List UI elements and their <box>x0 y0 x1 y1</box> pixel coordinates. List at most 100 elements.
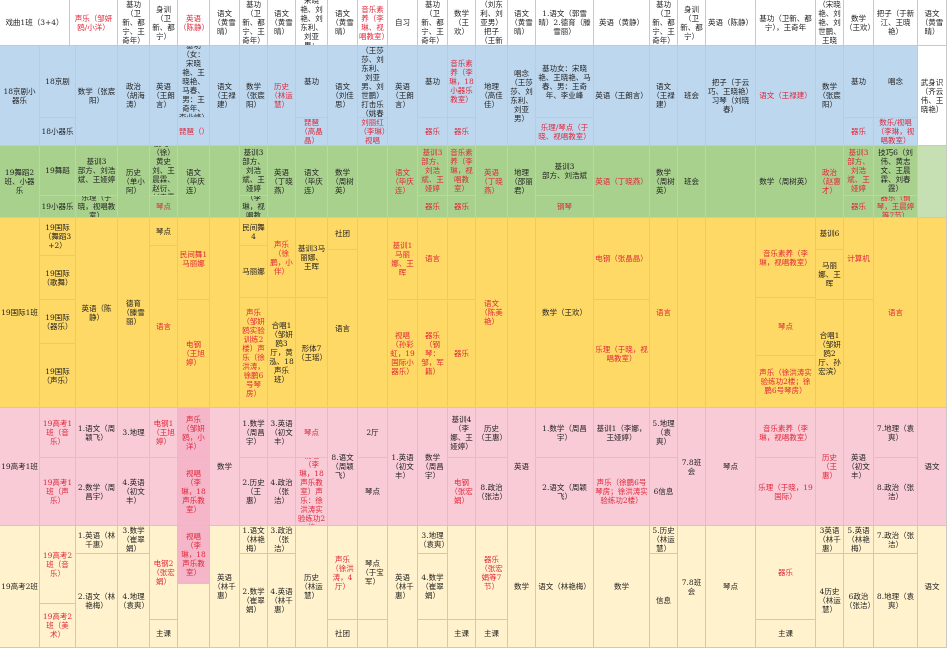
schedule-cell: 5.地理（袁爽） <box>650 408 678 458</box>
schedule-cell: 6信息 <box>650 458 678 526</box>
schedule-cell: 基功（卫新、都宁），王奇年 <box>756 0 816 46</box>
schedule-cell: 19高考1班（音乐） <box>40 408 76 458</box>
schedule-cell: 历史（单小阿） <box>118 146 150 218</box>
schedule-cell: 英语（初文丰） <box>844 408 874 526</box>
schedule-cell: 主课 <box>150 620 178 648</box>
schedule-cell: 琴点（于宝军） <box>358 526 388 620</box>
schedule-cell: 电钢1（王旭婷） <box>150 408 178 458</box>
schedule-cell: 声乐（徐洪涛，4厅） <box>328 526 358 620</box>
schedule-cell: 19高考2班（美术） <box>40 604 76 648</box>
schedule-cell: 计算机 <box>844 218 874 300</box>
schedule-cell: 身训（卫新、都宁） <box>678 0 706 46</box>
schedule-cell: 器乐 <box>418 196 448 218</box>
schedule-cell: 身训（卫新、都宁） <box>150 0 178 46</box>
schedule-cell: 2.语文（周颖飞） <box>536 458 594 526</box>
schedule-cell: 19小器乐 <box>40 196 76 218</box>
schedule-cell: 琵琶（高晶晶） <box>296 118 328 146</box>
schedule-cell: 琴点 <box>150 218 178 246</box>
schedule-cell: 把子（于云巧、王晓艳）习琴（刘晓春） <box>706 46 756 146</box>
schedule-cell: 19高考2班 <box>0 526 40 648</box>
schedule-cell: 基功 <box>844 46 874 118</box>
schedule-cell: 语文（林艳梅） <box>536 526 594 648</box>
schedule-cell: 电钢（王旭婷） <box>178 300 210 408</box>
schedule-cell: 基功（卫新、都宁、王奇年） <box>650 0 678 46</box>
schedule-cell: 英语（林千惠） <box>210 526 240 648</box>
schedule-cell: 英语（陈静） <box>76 218 118 408</box>
schedule-cell: 主课 <box>476 620 508 648</box>
schedule-cell: 4.英语（初文丰） <box>118 458 150 526</box>
schedule-cell: 英语（林千惠） <box>388 526 418 648</box>
schedule-cell <box>210 218 240 408</box>
schedule-cell: 技巧6（刘伟、黄志文、王晨霖、刘春霞） <box>874 146 918 196</box>
schedule-cell: 琴点 <box>358 458 388 526</box>
schedule-cell: 器乐 <box>844 196 874 218</box>
schedule-cell <box>706 146 756 218</box>
schedule-cell: 主课 <box>448 620 476 648</box>
schedule-cell: 2厅 <box>358 408 388 458</box>
schedule-cell: 2.数学（崔翠娟） <box>240 554 268 648</box>
schedule-cell: 英语（陈静） <box>706 0 756 46</box>
schedule-cell: 历史（林运慧） <box>268 46 296 146</box>
schedule-cell: 数乐/视唱（李琳，视唱教室） <box>874 118 918 146</box>
schedule-cell: 1.英语（初文丰） <box>388 408 418 526</box>
schedule-cell: 琴点 <box>296 408 328 458</box>
schedule-cell: 视唱（李琳，18声乐教室） <box>178 458 210 526</box>
schedule-cell: 7.8班会 <box>678 526 706 648</box>
schedule-cell: 政治（赵惠才） <box>816 146 844 218</box>
schedule-cell: 琴点 <box>150 196 178 218</box>
schedule-cell: 语言 <box>328 250 358 408</box>
schedule-cell: 乐理（于晓，19国际） <box>756 458 816 526</box>
schedule-cell: 马丽娜、王晖 <box>816 250 844 300</box>
schedule-cell: 声乐（邹妍鸥实验训练2楼）声乐（徐洪涛，徐鹏6号琴房） <box>240 298 268 408</box>
schedule-cell: 器乐 <box>418 118 448 146</box>
schedule-cell: 8.语文（周颖飞） <box>328 408 358 526</box>
schedule-cell: 刘丽红（李琳）视唱 <box>358 118 388 146</box>
schedule-cell: 语文（刘佳思） <box>328 46 358 146</box>
schedule-cell: 基功（卫新、都宁、王奇年） <box>418 0 448 46</box>
schedule-cell: 音乐素养（李琳，视唱教室） <box>756 408 816 458</box>
schedule-cell: 基训3 部方、刘浩斌、王娅婷 <box>418 146 448 196</box>
schedule-cell: 唱念（王莎莎、刘东利、刘亚男、刘世鹏）打击乐（姚春祥） <box>358 46 388 118</box>
schedule-cell: 4.地理（袁爽） <box>118 554 150 648</box>
schedule-cell: 基功（卫新、都宁、王奇年） <box>118 0 150 46</box>
schedule-cell: 1.数学（周昌宇） <box>240 408 268 458</box>
schedule-cell <box>210 146 240 218</box>
schedule-cell: 数学（张宸阳） <box>816 46 844 146</box>
schedule-cell: 基训3 部方、刘浩斌 <box>536 146 594 196</box>
schedule-cell: 英语（王朗言） <box>388 46 418 146</box>
schedule-cell: 基训3 部方、刘浩斌、王娅婷 <box>240 146 268 196</box>
schedule-cell: 19国际（器乐） <box>40 300 76 344</box>
schedule-cell: 7.地理（袁爽） <box>874 408 918 458</box>
schedule-cell <box>150 458 178 526</box>
schedule-cell: 7.8班会 <box>678 408 706 526</box>
schedule-cell: 2.历史（王惠） <box>240 458 268 526</box>
schedule-cell: 英语 <box>508 408 536 526</box>
schedule-cell: 器乐 <box>756 526 816 620</box>
schedule-cell: 乐理（于晓，视唱教室） <box>594 300 650 408</box>
schedule-cell <box>448 218 476 300</box>
schedule-cell <box>918 218 947 408</box>
schedule-cell: 英语（丁晓燕） <box>268 146 296 218</box>
schedule-cell: 器乐 <box>844 118 874 146</box>
schedule-cell: 7.政治（张洁） <box>874 526 918 554</box>
schedule-cell: 视唱（李琳，18声乐教室） <box>178 526 210 584</box>
schedule-cell: 基功 <box>296 46 328 118</box>
schedule-cell: 数学（周昌宇） <box>418 408 448 526</box>
schedule-cell: 声乐（邹妍鸥/小洋） <box>70 0 118 46</box>
schedule-cell: 基训3马丽娜、王晖 <box>296 218 328 298</box>
schedule-cell: 19高考1班（声乐） <box>40 458 76 526</box>
schedule-cell: 2.数学（周昌宇） <box>76 458 118 526</box>
schedule-cell: 英语（丁晓燕） <box>594 146 650 218</box>
schedule-cell: 英语（王朗言） <box>594 46 650 146</box>
schedule-cell: 语文（黄雪晴） <box>210 0 240 46</box>
schedule-cell: 音乐素养（李琳、视唱教室） <box>358 0 388 46</box>
schedule-cell: 基训4（李娜、王娅婷） <box>448 408 476 458</box>
schedule-cell: 3.英语（初文丰） <box>268 408 296 458</box>
schedule-cell: 语文（黄雪晴） <box>918 0 947 46</box>
schedule-cell: 英语（陈静） <box>178 0 210 46</box>
schedule-cell: 合唱1（邹妍鸥2厅、孙宏滨） <box>816 300 844 408</box>
schedule-cell: 3.地理（袁爽） <box>418 526 448 554</box>
schedule-cell: 马丽娜 <box>240 246 268 298</box>
schedule-cell <box>358 620 388 648</box>
schedule-cell: 乐理/琴点（于晓、视唱教室） <box>536 118 594 146</box>
